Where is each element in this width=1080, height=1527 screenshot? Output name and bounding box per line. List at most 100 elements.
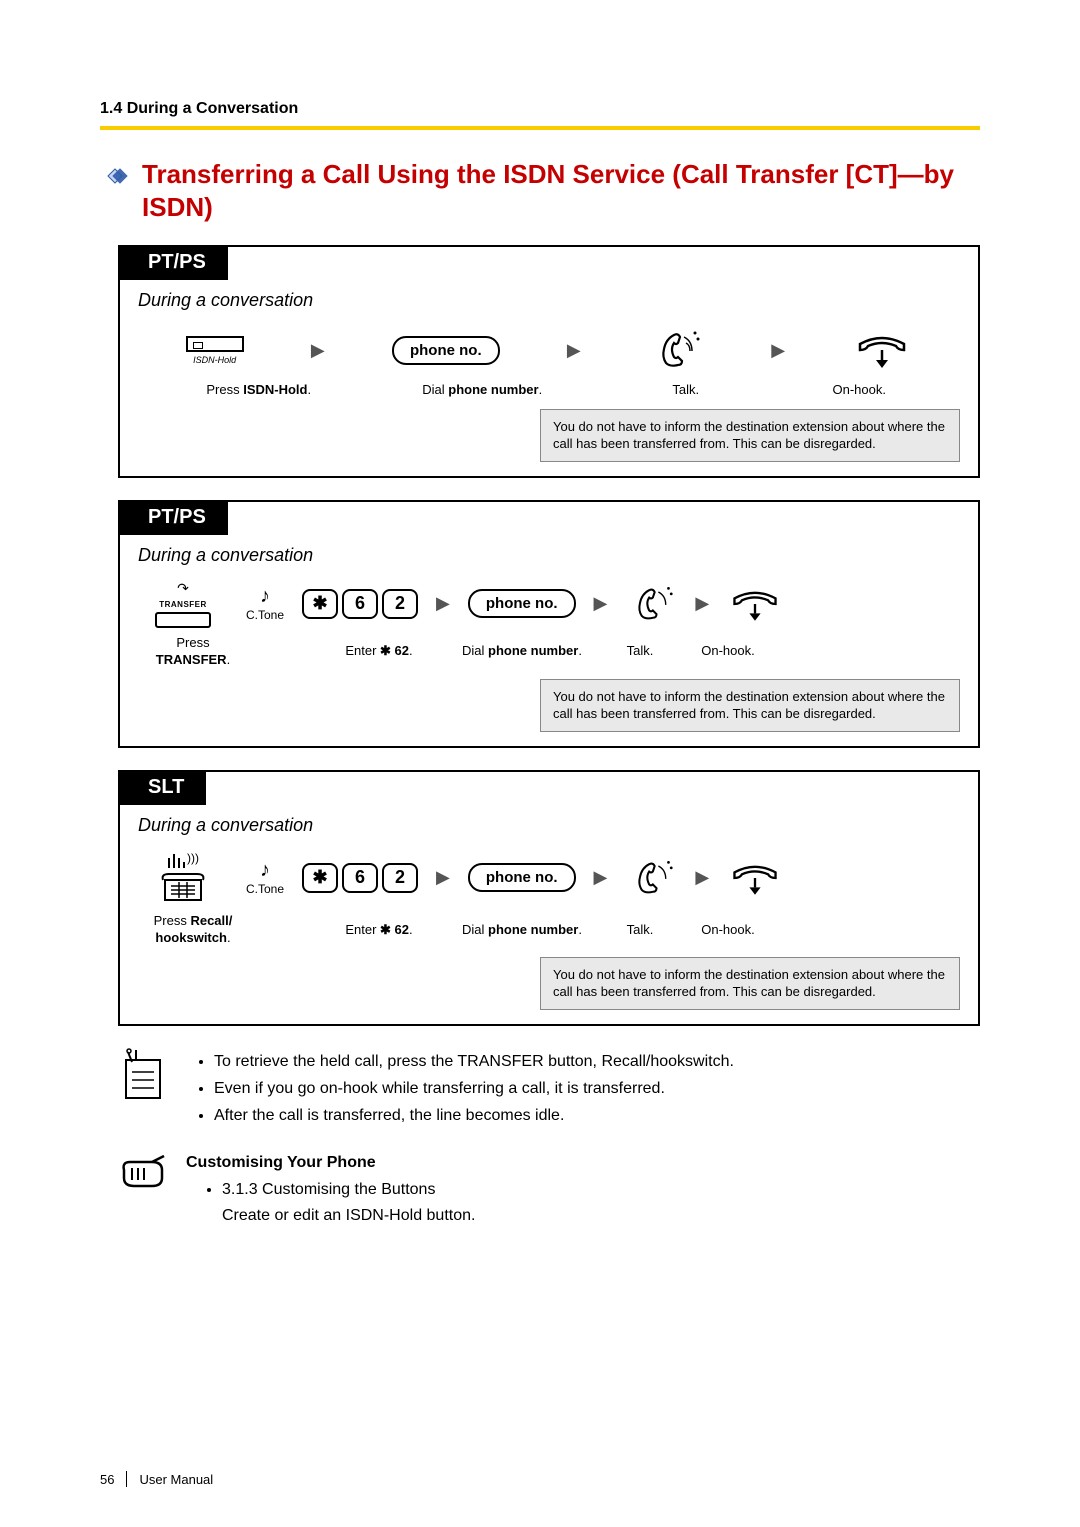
- text: .: [409, 643, 413, 658]
- text: .: [578, 922, 582, 937]
- caption-onhook: On-hook.: [688, 921, 768, 939]
- text: Create or edit an ISDN-Hold button.: [222, 1207, 475, 1224]
- arrow-icon: ▶: [436, 593, 450, 614]
- caption-talk: Talk.: [610, 642, 670, 660]
- step-phone-no: phone no.: [468, 589, 576, 618]
- title-row: Transferring a Call Using the ISDN Servi…: [100, 158, 980, 223]
- step-phone-no: phone no.: [392, 336, 500, 365]
- phone-no-box: phone no.: [468, 863, 576, 892]
- step-talk: [648, 325, 704, 375]
- text: Press: [154, 913, 191, 928]
- tip-item: To retrieve the held call, press the TRA…: [214, 1048, 734, 1075]
- talk-icon: [625, 581, 677, 627]
- key-6: 6: [342, 863, 378, 893]
- text: .: [227, 930, 231, 945]
- step-talk: [625, 855, 677, 901]
- key-star: ✱: [302, 589, 338, 619]
- step-onhook: [727, 859, 783, 897]
- panel-tag: PT/PS: [118, 500, 228, 535]
- text: 3.1.3 Customising the Buttons: [222, 1181, 435, 1198]
- caption-row: Press Recall/hookswitch. Enter ✱ 62. Dia…: [138, 912, 960, 947]
- panel-tag: PT/PS: [118, 245, 228, 280]
- section-header: 1.4 During a Conversation: [100, 100, 980, 118]
- caption-press-recall: Press Recall/hookswitch.: [138, 912, 248, 947]
- text-bold: hookswitch: [155, 930, 227, 945]
- text: Press: [206, 382, 243, 397]
- step-transfer: ↷ TRANSFER: [138, 580, 228, 628]
- footer-separator: [126, 1471, 127, 1487]
- onhook-icon: [852, 330, 912, 370]
- step-recall: ))): [138, 850, 228, 906]
- step-keys: ✱ 6 2: [302, 863, 418, 893]
- ctone-icon: ♪ C.Tone: [246, 585, 284, 622]
- text-bold: Recall/: [190, 913, 232, 928]
- talk-icon: [625, 855, 677, 901]
- caption-talk: Talk.: [610, 921, 670, 939]
- customise-body: Customising Your Phone 3.1.3 Customising…: [186, 1150, 475, 1229]
- footer-label: User Manual: [139, 1472, 213, 1487]
- talk-icon: [648, 325, 704, 375]
- phone-no-box: phone no.: [392, 336, 500, 365]
- key-2: 2: [382, 863, 418, 893]
- caption-enter: Enter ✱ 62.: [324, 642, 434, 660]
- arrow-icon: ▶: [436, 867, 450, 888]
- text: Dial: [422, 382, 448, 397]
- text-bold: phone number: [488, 643, 578, 658]
- key-2: 2: [382, 589, 418, 619]
- arrow-icon: ▶: [567, 340, 581, 361]
- caption-dial: Dial phone number.: [412, 381, 552, 399]
- customise-block: Customising Your Phone 3.1.3 Customising…: [118, 1150, 980, 1229]
- transfer-key-label: TRANSFER: [159, 600, 207, 609]
- caption-dial: Dial phone number.: [452, 921, 592, 939]
- text-bold: phone number: [448, 382, 538, 397]
- text: Press: [176, 635, 209, 650]
- ctone-label: C.Tone: [246, 608, 284, 622]
- page-number: 56: [100, 1472, 114, 1487]
- caption-press-isdn: Press ISDN-Hold.: [199, 381, 319, 399]
- tip-item: After the call is transferred, the line …: [214, 1102, 734, 1129]
- flow-row: ))) ♪ C.Tone ✱ 6 2 ▶ phone no.: [138, 850, 960, 906]
- note-box: You do not have to inform the destinatio…: [540, 409, 960, 462]
- panel-subhead: During a conversation: [138, 290, 960, 311]
- panel-slt: SLT During a conversation ))) ♪ C.Tone ✱: [118, 770, 980, 1026]
- svg-text:))): ))): [187, 851, 199, 865]
- text: Dial: [462, 922, 488, 937]
- text-bold: ✱ 62: [380, 643, 409, 658]
- text-bold: ✱ 62: [380, 922, 409, 937]
- text: Enter: [345, 922, 380, 937]
- page-footer: 56 User Manual: [100, 1471, 213, 1487]
- step-keys: ✱ 6 2: [302, 589, 418, 619]
- hand-point-icon: [118, 1150, 168, 1192]
- transfer-arc-icon: ↷: [177, 580, 189, 597]
- arrow-icon: ▶: [695, 593, 709, 614]
- text-bold: phone number: [488, 922, 578, 937]
- header-rule: [100, 126, 980, 130]
- key-6: 6: [342, 589, 378, 619]
- hookswitch-icon: ))): [155, 850, 211, 906]
- arrow-icon: ▶: [771, 340, 785, 361]
- note-box: You do not have to inform the destinatio…: [540, 957, 960, 1010]
- text: .: [227, 652, 231, 667]
- caption-enter: Enter ✱ 62.: [324, 921, 434, 939]
- caption-talk: Talk.: [646, 381, 726, 399]
- panel-tag: SLT: [118, 770, 206, 805]
- text-bold: ISDN-Hold: [243, 382, 307, 397]
- ctone-label: C.Tone: [246, 882, 284, 896]
- key-star: ✱: [302, 863, 338, 893]
- caption-press-transfer: Press TRANSFER.: [138, 634, 248, 669]
- caption-onhook: On-hook.: [688, 642, 768, 660]
- step-onhook: [852, 330, 912, 370]
- tips-block: To retrieve the held call, press the TRA…: [118, 1048, 980, 1130]
- onhook-icon: [727, 859, 783, 897]
- step-phone-no: phone no.: [468, 863, 576, 892]
- text: .: [308, 382, 312, 397]
- caption-dial: Dial phone number.: [452, 642, 592, 660]
- tips-list: To retrieve the held call, press the TRA…: [186, 1048, 734, 1130]
- flow-row: ISDN-Hold ▶ phone no. ▶ ▶: [138, 325, 960, 375]
- panel-ptps-1: PT/PS During a conversation ISDN-Hold ▶ …: [118, 245, 980, 478]
- caption-row: Press TRANSFER. Enter ✱ 62. Dial phone n…: [138, 634, 960, 669]
- customise-title: Customising Your Phone: [186, 1150, 475, 1176]
- text: .: [409, 922, 413, 937]
- text: Dial: [462, 643, 488, 658]
- text: .: [578, 643, 582, 658]
